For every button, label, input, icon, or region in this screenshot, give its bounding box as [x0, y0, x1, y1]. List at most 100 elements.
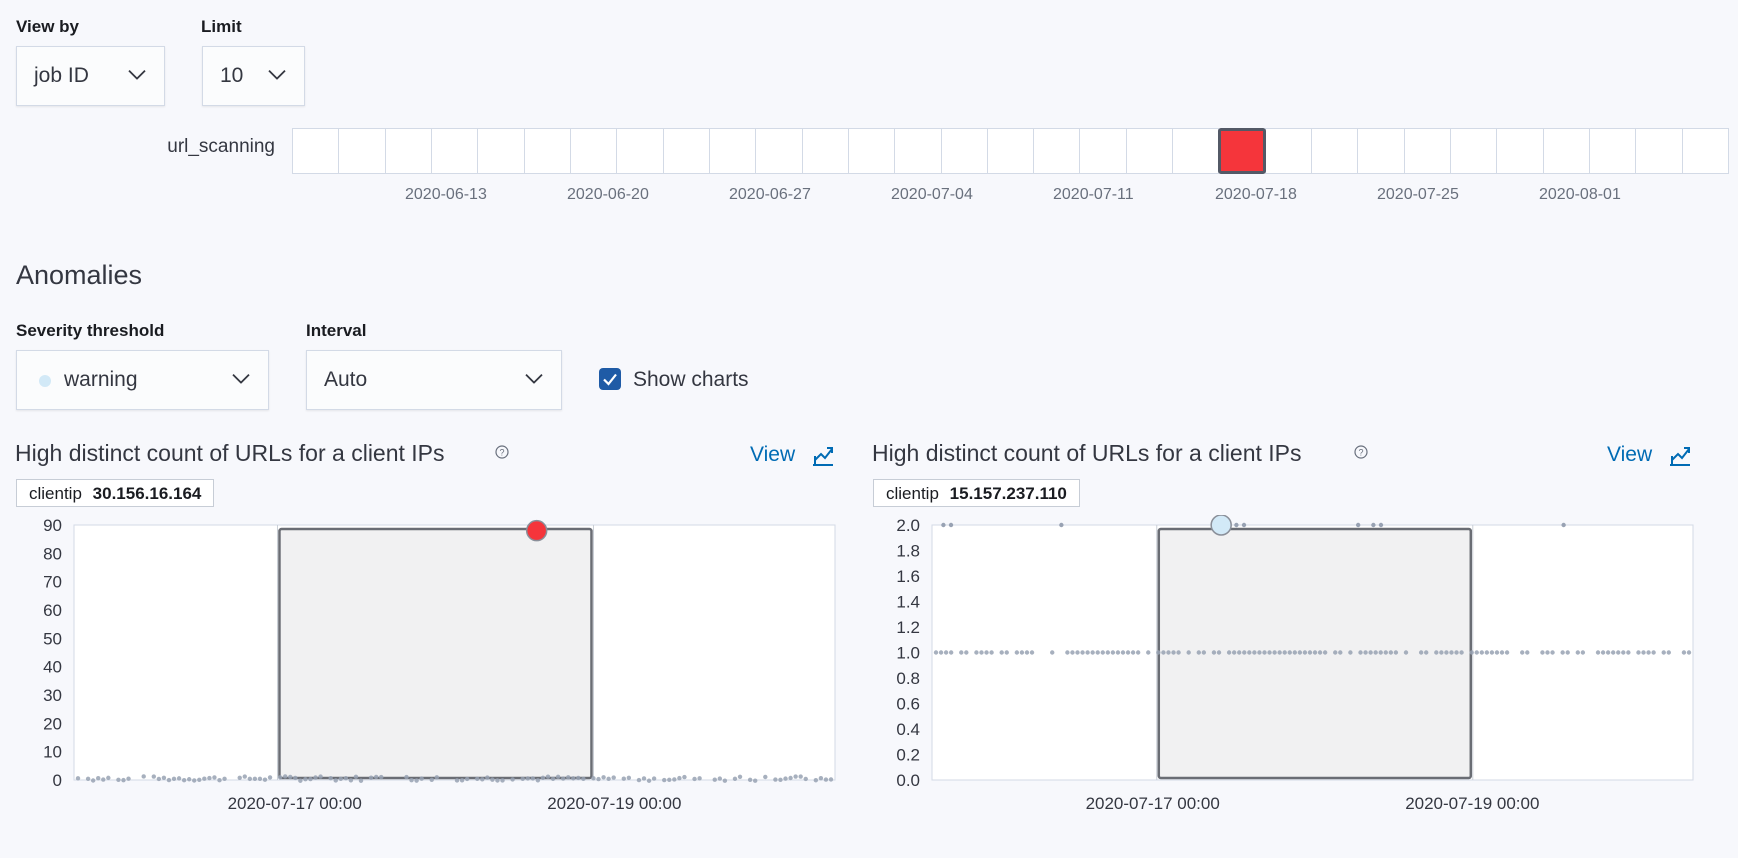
data-point	[611, 775, 616, 780]
swimlane-cell[interactable]	[1542, 128, 1591, 174]
swimlane-cell[interactable]	[523, 128, 571, 174]
swimlane-cell[interactable]	[384, 128, 432, 174]
swimlane-date-tick: 2020-07-18	[1215, 186, 1297, 203]
swimlane-cell[interactable]	[847, 128, 896, 174]
swimlane-cell[interactable]	[1172, 128, 1220, 174]
data-point	[1257, 650, 1262, 655]
swimlane-heatmap	[292, 128, 1729, 174]
swimlane-cell[interactable]	[1311, 128, 1359, 174]
swimlane-cell[interactable]	[801, 128, 849, 174]
swimlane-cell[interactable]	[616, 128, 664, 174]
swimlane-cell[interactable]	[430, 128, 479, 174]
data-point	[1348, 650, 1353, 655]
y-tick-label: 10	[43, 743, 62, 762]
data-point	[1383, 650, 1388, 655]
question-circle-icon[interactable]: ?	[495, 445, 509, 464]
data-point	[1605, 650, 1611, 655]
data-point	[989, 650, 994, 655]
view-chart-link[interactable]: View	[750, 443, 795, 467]
data-point	[490, 777, 495, 782]
data-point	[252, 776, 258, 782]
severity-threshold-select[interactable]: warning	[16, 350, 269, 410]
data-point	[1231, 650, 1237, 655]
swimlane-cell[interactable]	[569, 128, 618, 174]
data-point	[1661, 650, 1666, 655]
data-point	[1575, 650, 1581, 655]
swimlane-cell[interactable]	[338, 128, 386, 174]
data-point	[510, 777, 515, 782]
y-tick-label: 1.8	[896, 542, 920, 561]
y-tick-label: 20	[43, 714, 62, 733]
swimlane-cell-anomaly[interactable]	[1218, 128, 1266, 174]
swimlane-cell[interactable]	[708, 128, 757, 174]
data-point	[379, 774, 384, 780]
swimlane-cell[interactable]	[1079, 128, 1127, 174]
data-point	[1024, 650, 1030, 655]
data-point	[1373, 650, 1378, 655]
limit-select[interactable]: 10	[202, 46, 305, 106]
data-point	[1368, 650, 1373, 655]
data-point	[237, 775, 242, 780]
data-point	[101, 777, 106, 782]
swimlane-cell[interactable]	[986, 128, 1035, 174]
question-circle-icon[interactable]: ?	[1354, 445, 1368, 464]
swimlane-cell[interactable]	[1635, 128, 1683, 174]
swimlane-cell[interactable]	[755, 128, 803, 174]
data-point	[192, 778, 197, 783]
swimlane-cell[interactable]	[1357, 128, 1405, 174]
swimlane-cell[interactable]	[940, 128, 988, 174]
data-point	[222, 776, 227, 782]
data-point	[1171, 650, 1176, 655]
data-point	[1176, 650, 1181, 655]
data-point	[343, 775, 349, 781]
swimlane-cell[interactable]	[1125, 128, 1174, 174]
swimlane-row-label[interactable]: url_scanning	[167, 136, 275, 157]
show-charts-checkbox[interactable]	[599, 368, 621, 390]
data-point	[1439, 650, 1444, 655]
swimlane-cell[interactable]	[292, 128, 340, 174]
data-point	[1378, 522, 1384, 528]
data-point	[1666, 650, 1671, 655]
swimlane-cell[interactable]	[1589, 128, 1637, 174]
data-point	[1322, 650, 1328, 655]
data-point	[480, 777, 485, 782]
swimlane-cell[interactable]	[894, 128, 942, 174]
data-point	[242, 774, 247, 779]
swimlane-cell[interactable]	[1264, 128, 1313, 174]
swimlane-cell[interactable]	[662, 128, 710, 174]
data-point	[540, 775, 546, 781]
data-point	[1241, 522, 1247, 528]
swimlane-cell[interactable]	[1403, 128, 1452, 174]
y-tick-label: 1.2	[896, 618, 920, 637]
swimlane-cell[interactable]	[1450, 128, 1498, 174]
data-point	[783, 776, 788, 781]
show-charts-label[interactable]: Show charts	[633, 368, 749, 391]
chart-line-icon[interactable]	[1668, 444, 1692, 473]
chart-line-icon[interactable]	[811, 444, 835, 473]
view-chart-link[interactable]: View	[1607, 443, 1652, 467]
data-point	[1363, 650, 1368, 655]
swimlane-cell[interactable]	[1681, 128, 1729, 174]
data-point	[1262, 650, 1267, 655]
data-point	[358, 778, 364, 783]
swimlane-cell[interactable]	[477, 128, 525, 174]
data-point	[495, 778, 500, 783]
data-point	[596, 776, 601, 782]
view-by-select[interactable]: job ID	[16, 46, 165, 106]
data-point	[1247, 650, 1252, 655]
data-point	[1434, 650, 1439, 655]
interval-select[interactable]: Auto	[306, 350, 562, 410]
swimlane-time-axis: 2020-06-13 2020-06-20 2020-06-27 2020-07-04…	[292, 186, 1728, 206]
data-point	[1378, 650, 1383, 655]
data-point	[818, 775, 824, 781]
swimlane-date-tick: 2020-07-25	[1377, 186, 1459, 203]
swimlane-cell[interactable]	[1496, 128, 1544, 174]
y-tick-label: 60	[43, 601, 62, 620]
data-point	[1626, 650, 1631, 655]
data-point	[959, 650, 964, 655]
data-point	[197, 777, 202, 782]
data-point	[1641, 650, 1646, 655]
anomaly-marker	[1210, 515, 1232, 536]
data-point	[1050, 650, 1055, 655]
swimlane-cell[interactable]	[1033, 128, 1081, 174]
